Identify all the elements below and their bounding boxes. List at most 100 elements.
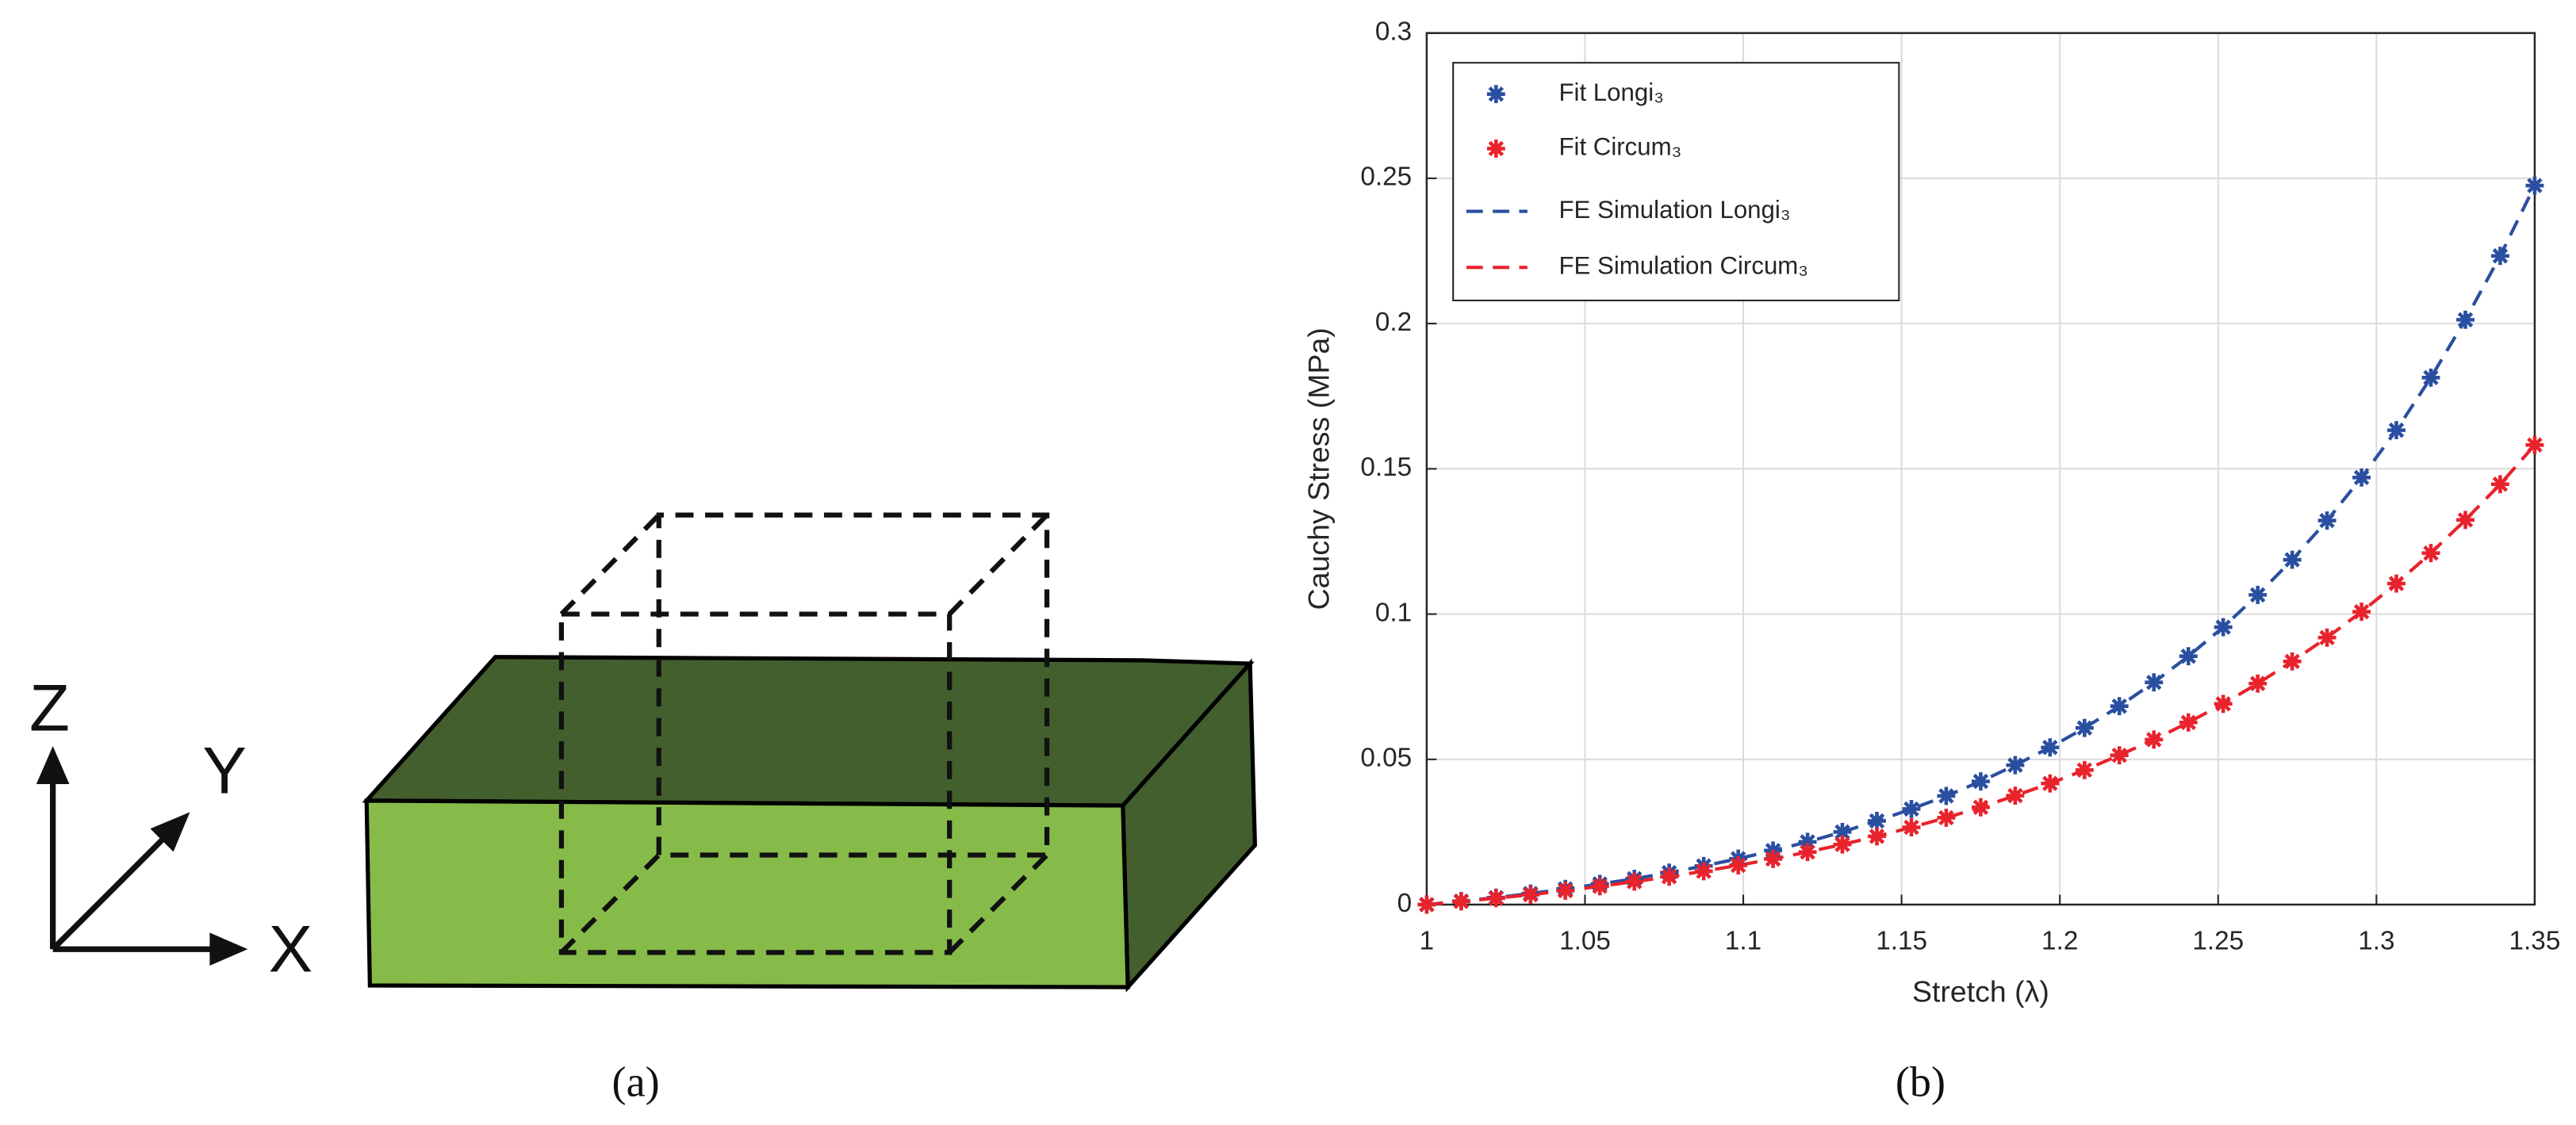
- data-point: [1868, 827, 1886, 846]
- arrow-head: [36, 746, 70, 785]
- x-label: X: [269, 912, 313, 985]
- data-point: [2387, 574, 2405, 593]
- data-point: [1764, 850, 1783, 868]
- data-point: [2490, 475, 2509, 494]
- data-point: [1868, 812, 1886, 830]
- legend-label: FE Simulation Longi₃: [1558, 196, 1790, 224]
- legend-label: Fit Circum₃: [1558, 133, 1681, 161]
- y-axis: [51, 831, 171, 951]
- cube-back: [656, 512, 1050, 858]
- box-top: [362, 655, 1255, 808]
- y-tick-label: 0.15: [1360, 453, 1412, 482]
- x-tick-label: 1: [1420, 927, 1435, 956]
- legend: Fit Longi₃ Fit Circum₃ FE Simulation Longi…: [1452, 62, 1900, 302]
- data-point: [2145, 730, 2164, 749]
- data-point: [1798, 832, 1817, 851]
- legend-box: [1452, 62, 1900, 302]
- y-tick-label: 0.2: [1375, 308, 1412, 337]
- data-point: [1902, 799, 1921, 818]
- data-point: [2006, 756, 2025, 775]
- legend-marker: [1486, 139, 1505, 158]
- legend-label: Fit Longi₃: [1558, 78, 1663, 106]
- data-point: [1971, 772, 1990, 791]
- legend-label: FE Simulation Circum₃: [1558, 252, 1808, 280]
- data-point: [2214, 695, 2233, 714]
- cube-front: [558, 611, 953, 955]
- arrow-head: [150, 812, 190, 852]
- z-label: Z: [29, 671, 70, 744]
- data-point: [2317, 511, 2336, 530]
- data-point: [1486, 889, 1505, 908]
- data-point: [1417, 895, 1436, 914]
- y-label: Y: [202, 734, 247, 808]
- x-tick-label: 1.25: [2192, 927, 2244, 956]
- data-point: [2421, 368, 2440, 387]
- data-point: [2387, 421, 2405, 440]
- data-point: [1833, 835, 1852, 854]
- data-point: [2041, 738, 2060, 757]
- data-point: [2075, 718, 2094, 737]
- legend-marker: [1486, 85, 1505, 104]
- data-point: [2456, 511, 2474, 530]
- data-point: [2110, 697, 2129, 716]
- data-point: [1590, 877, 1609, 896]
- y-tick-label: 0.25: [1360, 163, 1412, 192]
- data-point: [2421, 544, 2440, 563]
- cube-edge: [559, 853, 661, 955]
- data-point: [2145, 673, 2164, 692]
- data-point: [2179, 713, 2198, 732]
- panel-label: (a): [612, 1058, 660, 1105]
- cube-edge: [559, 513, 661, 616]
- panel-label: (b): [1896, 1058, 1945, 1105]
- data-point: [2110, 746, 2129, 765]
- data-point: [2006, 786, 2025, 805]
- data-point: [2456, 310, 2474, 329]
- specimen-diagram: Z X Y: [29, 512, 1257, 993]
- data-point: [2525, 435, 2544, 454]
- y-axis-label: Cauchy Stress (MPa): [1302, 327, 1336, 610]
- chart: 1 1.05 1.1 1.15 1.2 1.25 1.3 1.35 0 0.05 0.1 0.15 0.…: [1302, 17, 2561, 1008]
- data-point: [1937, 808, 1956, 827]
- data-point: [1937, 786, 1956, 805]
- data-point: [1521, 886, 1540, 904]
- cube-edge: [947, 853, 1049, 955]
- data-point: [1556, 881, 1575, 900]
- data-point: [1833, 822, 1852, 841]
- data-point: [2525, 176, 2544, 195]
- data-point: [1694, 862, 1713, 881]
- dashed-cube: [558, 512, 1050, 955]
- y-tick-label: 0.1: [1375, 598, 1412, 627]
- x-tick-label: 1.15: [1876, 927, 1927, 956]
- cube-edge: [947, 513, 1049, 616]
- data-point: [2352, 468, 2371, 487]
- x-axis-label: Stretch (λ): [1912, 974, 2049, 1008]
- data-point: [2248, 674, 2267, 693]
- axes-box: [1425, 32, 2536, 906]
- data-point: [2214, 618, 2233, 637]
- data-point: [1971, 798, 1990, 817]
- data-point: [2317, 628, 2336, 647]
- x-tick-label: 1.3: [2358, 927, 2394, 956]
- x-tick-label: 1.05: [1559, 927, 1611, 956]
- data-point: [1660, 867, 1679, 886]
- data-point: [1451, 892, 1470, 911]
- data-point: [2490, 247, 2509, 266]
- data-point: [2179, 647, 2198, 666]
- data-point: [2248, 585, 2267, 604]
- data-point: [1902, 818, 1921, 836]
- data-point: [2041, 774, 2060, 793]
- y-tick-label: 0: [1397, 889, 1413, 918]
- x-tick-label: 1.1: [1725, 927, 1761, 956]
- x-tick-label: 1.2: [2041, 927, 2078, 956]
- data-point: [2283, 550, 2302, 569]
- data-point: [1798, 843, 1817, 862]
- data-point: [1729, 856, 1748, 874]
- box-front: [364, 798, 1130, 989]
- x-tick-label: 1.35: [2509, 927, 2561, 956]
- data-point: [2075, 760, 2094, 779]
- y-tick-label: 0.3: [1375, 17, 1412, 46]
- data-point: [2352, 603, 2371, 622]
- data-point: [1625, 872, 1644, 891]
- y-tick-label: 0.05: [1360, 744, 1412, 773]
- arrow-head: [209, 932, 248, 966]
